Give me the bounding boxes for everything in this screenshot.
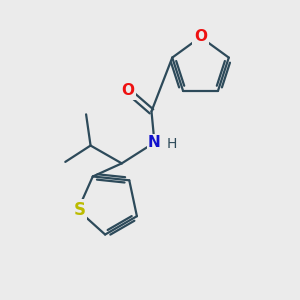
Text: O: O — [121, 83, 134, 98]
Text: S: S — [73, 201, 85, 219]
Text: O: O — [194, 29, 207, 44]
Text: H: H — [167, 137, 178, 151]
Text: N: N — [148, 135, 161, 150]
